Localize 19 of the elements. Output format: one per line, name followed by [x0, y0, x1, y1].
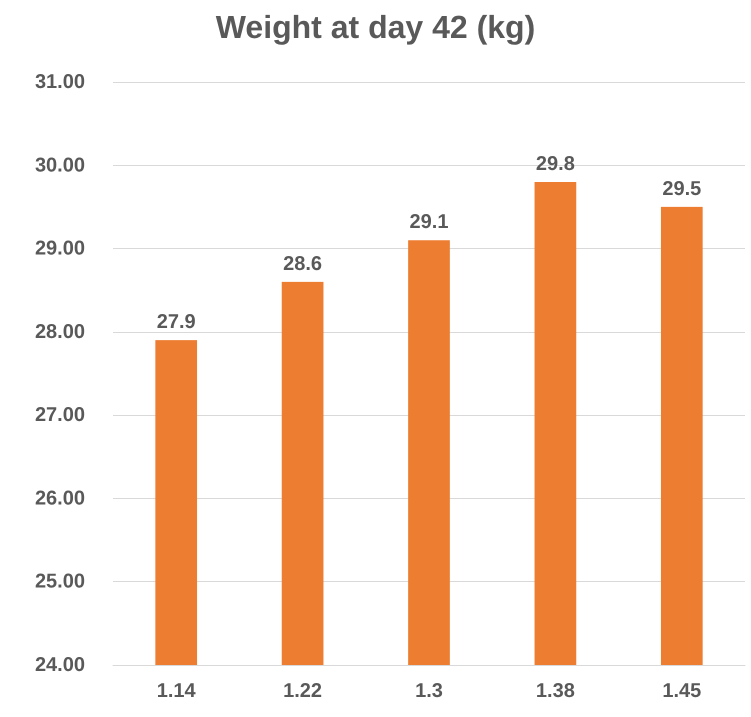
x-tick-label: 1.38 — [536, 680, 575, 702]
y-tick-label: 25.00 — [34, 570, 85, 593]
data-label: 29.1 — [410, 211, 448, 234]
data-label: 29.8 — [536, 152, 575, 175]
y-tick-label: 24.00 — [34, 654, 85, 676]
data-label: 27.9 — [156, 311, 196, 334]
y-tick-label: 28.00 — [34, 320, 85, 343]
y-tick-label: 31.00 — [34, 71, 85, 93]
y-tick-label: 27.00 — [34, 404, 85, 426]
x-tick-label: 1.14 — [156, 680, 197, 702]
data-label: 28.6 — [283, 252, 322, 275]
x-tick-label: 1.22 — [283, 680, 322, 702]
y-tick-label: 26.00 — [34, 487, 85, 510]
data-label: 29.5 — [662, 178, 702, 200]
x-tick-label: 1.3 — [415, 680, 443, 702]
x-tick-label: 1.45 — [662, 680, 702, 702]
y-tick-label: 29.00 — [34, 238, 85, 260]
y-tick-label: 30.00 — [34, 154, 85, 176]
chart-title: Weight at day 42 (kg) — [216, 9, 536, 45]
